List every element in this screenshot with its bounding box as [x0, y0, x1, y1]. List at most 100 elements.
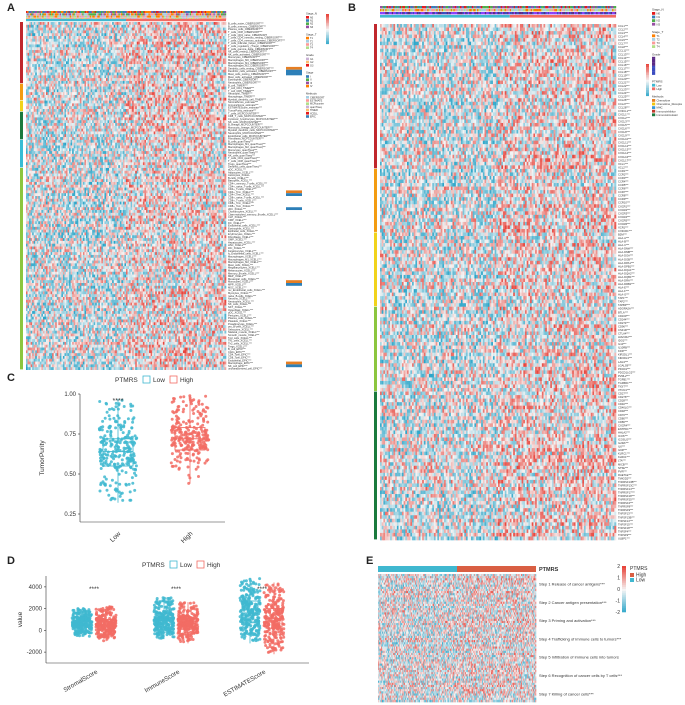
heat-cell [32, 38, 34, 42]
heat-cell [102, 47, 105, 51]
heat-cell [78, 44, 81, 48]
heat-cell [193, 33, 196, 37]
heat-cell [29, 38, 31, 42]
annotation-cell [186, 15, 188, 18]
heat-cell [93, 27, 96, 31]
heat-cell [166, 30, 168, 34]
annotation-cell [44, 13, 47, 16]
annotation-cell [77, 11, 79, 14]
annotation-cell [208, 15, 210, 18]
annotation-cell [216, 13, 218, 16]
heat-cell [102, 38, 105, 42]
heat-cell [96, 30, 99, 34]
annotation-cell [143, 17, 145, 20]
annotation-cell [142, 15, 144, 18]
heat-cell [132, 41, 134, 45]
heat-cell [112, 24, 114, 28]
heat-cell [67, 44, 70, 48]
heat-cell [164, 30, 167, 34]
heat-cell [219, 33, 222, 37]
heat-cell [36, 36, 39, 40]
annotation-cell [207, 13, 209, 16]
heat-cell [126, 24, 128, 28]
heat-cell [72, 24, 74, 28]
heat-cell [196, 36, 199, 40]
heat-cell [27, 52, 30, 56]
heat-cell [175, 41, 178, 45]
heat-cell [124, 44, 127, 48]
heat-cell [133, 30, 136, 34]
heat-cell [144, 38, 147, 42]
annotation-cell [68, 13, 70, 16]
heat-cell [190, 44, 193, 48]
heat-cell [106, 30, 108, 34]
heat-cell [172, 36, 174, 40]
heat-cell [141, 47, 144, 51]
annotation-cell [141, 13, 143, 16]
annotation-cell [148, 11, 150, 14]
heat-cell [161, 33, 164, 37]
annotation-cell [177, 11, 179, 14]
annotation-cell [109, 17, 112, 20]
annotation-cell [151, 15, 153, 18]
heat-cell [186, 30, 188, 34]
heat-cell [130, 33, 133, 37]
heat-cell [84, 30, 87, 34]
heat-cell [182, 36, 185, 40]
heat-cell [155, 30, 158, 34]
annotation-cell [184, 11, 187, 14]
heat-cell [224, 66, 227, 71]
annotation-cell [189, 13, 192, 16]
heat-cell [79, 36, 82, 40]
heat-cell [81, 22, 84, 26]
heat-cell [109, 27, 111, 31]
annotation-cell [106, 13, 108, 16]
annotation-cell [42, 17, 44, 20]
heat-cell [53, 27, 56, 31]
annotation-cell [76, 13, 78, 16]
heat-cell [49, 50, 51, 54]
heat-cell [155, 27, 158, 31]
heat-cell [198, 30, 201, 34]
annotation-cell [142, 13, 144, 16]
heat-cell [164, 22, 167, 26]
heat-cell [182, 44, 185, 48]
annotation-cell [197, 13, 199, 16]
heat-cell [66, 24, 68, 28]
heat-cell [219, 24, 222, 28]
heat-cell [142, 33, 145, 37]
heat-cell [113, 33, 116, 37]
heat-cell [118, 47, 121, 51]
heat-cell [93, 24, 96, 28]
heat-cell [76, 44, 79, 48]
heat-cell [72, 41, 74, 45]
heat-cell [146, 44, 148, 48]
annotation-cell [156, 15, 158, 18]
heat-cell [39, 47, 42, 51]
heat-cell [78, 30, 81, 34]
annotation-cell [144, 13, 147, 16]
annotation-cell [167, 17, 169, 20]
annotation-cell [181, 13, 183, 16]
heat-cell [199, 38, 202, 42]
heat-cell [186, 24, 188, 28]
heat-cell [179, 36, 182, 40]
heat-cell [44, 50, 47, 54]
annotation-cell [56, 11, 58, 14]
heat-cell [167, 24, 170, 28]
heat-cell [55, 52, 58, 56]
heat-cell [133, 38, 136, 42]
heat-cell [73, 36, 76, 40]
annotation-cell [198, 13, 200, 16]
annotation-cell [156, 11, 158, 14]
annotation-cell [29, 13, 32, 16]
annotation-cell [103, 13, 105, 16]
heat-cell [166, 27, 168, 31]
heat-cell [212, 33, 214, 37]
heat-cell [213, 24, 216, 28]
annotation-cell [191, 15, 193, 18]
annotation-cell [153, 13, 155, 16]
annotation-cell [199, 13, 202, 16]
heat-cell [132, 47, 134, 51]
heat-cell [87, 44, 90, 48]
